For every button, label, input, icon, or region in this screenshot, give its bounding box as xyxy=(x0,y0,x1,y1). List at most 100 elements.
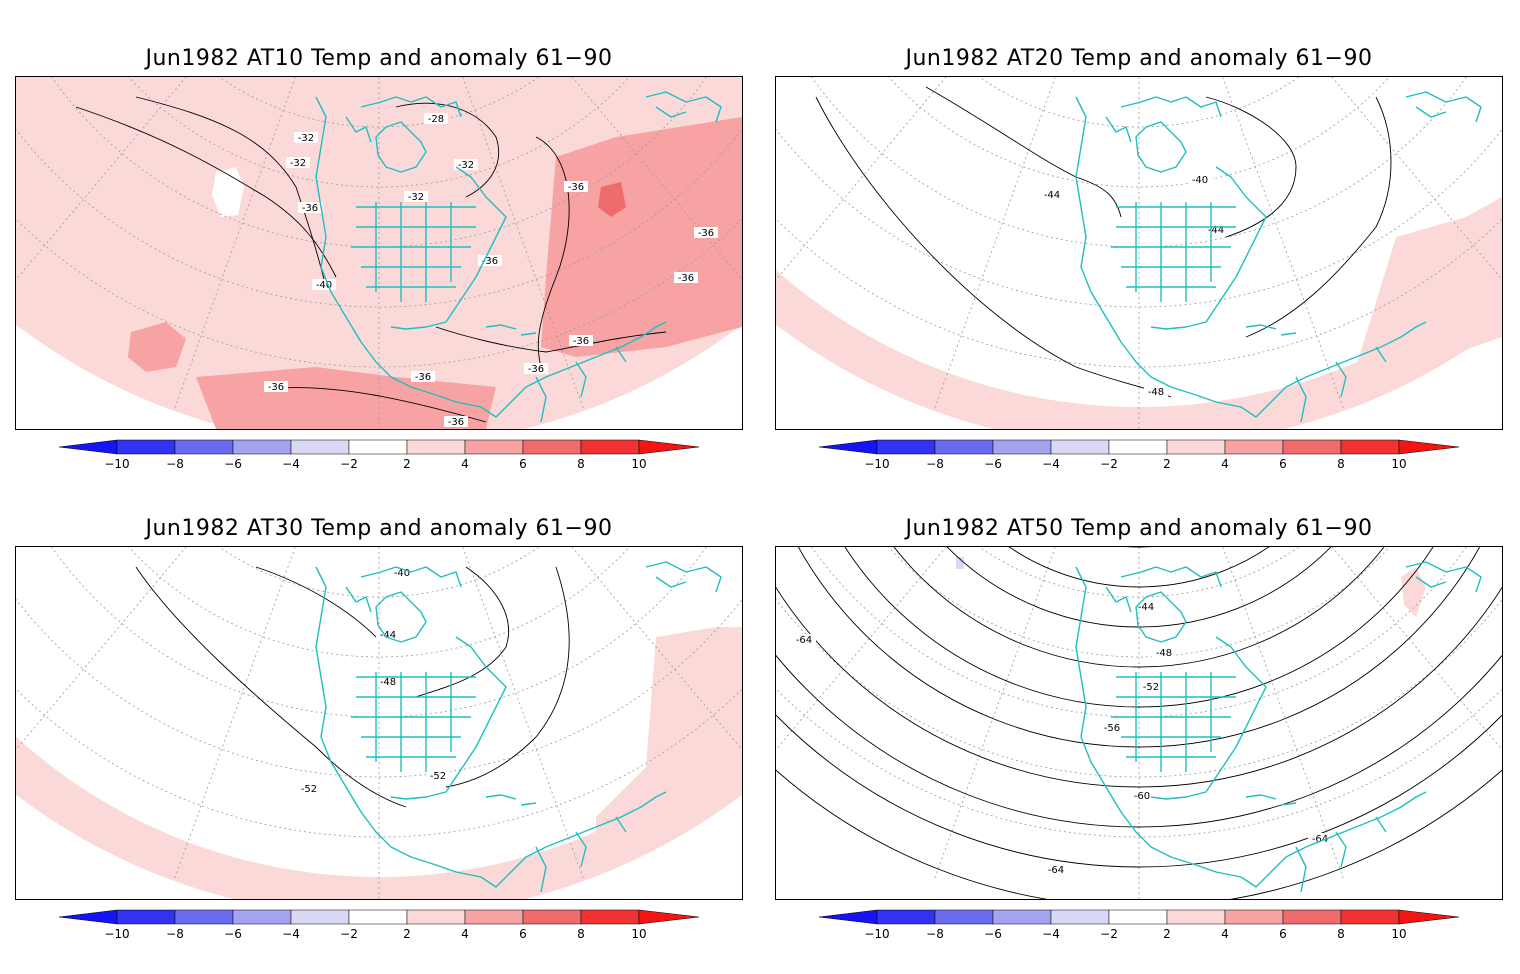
contour-line xyxy=(1008,547,1270,588)
colorbar-arrow-right xyxy=(1398,439,1459,455)
panel-title: Jun1982 AT30 Temp and anomaly 61−90 xyxy=(145,516,613,541)
coastline xyxy=(1295,376,1307,423)
coastline xyxy=(575,361,587,398)
contour-label-bg xyxy=(286,157,310,168)
contour-label: -36 xyxy=(302,203,318,214)
colorbar-segment xyxy=(934,909,994,925)
colorbar-tick-label: −4 xyxy=(1042,927,1060,941)
colorbar-segment xyxy=(1050,439,1110,455)
contour-label-bg xyxy=(674,272,698,283)
coastline xyxy=(575,831,587,868)
coastline xyxy=(520,332,537,336)
colorbar: −10 −8 −6 −4 −2 2 4 6 8 10 xyxy=(819,908,1459,948)
anomaly-region-strong xyxy=(541,117,742,357)
contour-label-bg xyxy=(390,567,414,578)
coastline xyxy=(1075,96,1267,418)
contour-line xyxy=(776,586,1502,788)
coastline xyxy=(1105,116,1132,143)
coastline xyxy=(315,566,507,888)
colorbar-tick-label: −2 xyxy=(1100,457,1118,471)
colorbar-tick-label: −8 xyxy=(926,457,944,471)
coastline xyxy=(1120,566,1222,588)
contour-line xyxy=(535,136,570,368)
coastline xyxy=(1335,361,1347,398)
contour-label: -44 xyxy=(1208,225,1224,236)
colorbar-segment xyxy=(522,909,582,925)
colorbar-segment xyxy=(406,909,466,925)
contour-label-bg xyxy=(1139,681,1163,692)
contour-label: -44 xyxy=(380,630,396,641)
map-canvas: -44 -48 -52 -56 -60 -64 -64 -64 xyxy=(776,547,1502,899)
colorbar-segment xyxy=(290,909,350,925)
coastline-group xyxy=(1075,561,1482,893)
contour-label: -32 xyxy=(458,160,474,171)
coastline xyxy=(1375,816,1387,833)
colorbar-tick-label: −10 xyxy=(864,457,889,471)
longitude-line xyxy=(1222,547,1345,881)
panel-at10: Jun1982 AT10 Temp and anomaly 61−90 -28-… xyxy=(15,44,743,504)
colorbar-segment xyxy=(174,909,234,925)
contour-label: -44 xyxy=(1138,602,1154,613)
coastline xyxy=(455,166,507,258)
colorbar-canvas: −10 −8 −6 −4 −2 2 4 6 8 10 xyxy=(819,439,1459,471)
contour-label: -40 xyxy=(316,280,332,291)
longitude-line xyxy=(933,77,1056,411)
contour-label: -48 xyxy=(380,677,396,688)
colorbar-tick-label: −6 xyxy=(984,457,1002,471)
coastline xyxy=(1245,324,1277,330)
contour-label: -64 xyxy=(1312,834,1328,845)
coastline xyxy=(375,121,427,173)
colorbar-tick-label: −4 xyxy=(282,457,300,471)
contour-label: -56 xyxy=(1104,723,1120,734)
coastline xyxy=(1245,794,1277,800)
coastline xyxy=(655,576,687,588)
contour-label: -32 xyxy=(298,133,314,144)
colorbar-segment xyxy=(934,439,994,455)
colorbar-canvas: −10 −8 −6 −4 −2 2 4 6 8 10 xyxy=(59,909,699,941)
coastline xyxy=(1135,121,1187,173)
colorbar-segment xyxy=(580,909,640,925)
colorbar-tick-label: 8 xyxy=(577,457,585,471)
contour-label: -36 xyxy=(482,256,498,267)
colorbar-tick-label: −8 xyxy=(166,927,184,941)
contour-line xyxy=(395,102,500,198)
contour-label: -44 xyxy=(1044,190,1060,201)
longitude-line xyxy=(462,77,585,411)
colorbar-segment xyxy=(1340,909,1400,925)
coastline xyxy=(505,321,667,408)
coastline xyxy=(655,106,687,118)
colorbar-tick-label: −6 xyxy=(224,927,242,941)
coastline xyxy=(520,802,537,806)
colorbar-segment xyxy=(232,439,292,455)
coastline xyxy=(645,91,722,123)
colorbar-tick-label: 6 xyxy=(519,927,527,941)
coastline xyxy=(1335,831,1347,868)
map-frame: -44 -48 -52 -56 -60 -64 -64 -64 xyxy=(775,546,1503,900)
contour-label-bg xyxy=(564,181,588,192)
colorbar-tick-label: 10 xyxy=(1391,457,1406,471)
anomaly-region-negative xyxy=(956,557,964,569)
coastline xyxy=(1280,332,1297,336)
colorbar-segment xyxy=(876,909,936,925)
contour-label-bg xyxy=(569,335,593,346)
colorbar-segment xyxy=(876,439,936,455)
colorbar-tick-label: 10 xyxy=(631,927,646,941)
longitude-line xyxy=(462,547,585,881)
coastline xyxy=(1265,321,1427,408)
colorbar-tick-label: −4 xyxy=(282,927,300,941)
contour-label: -36 xyxy=(448,417,464,428)
coastline xyxy=(505,791,667,878)
colorbar-tick-label: 10 xyxy=(1391,927,1406,941)
coastline xyxy=(535,376,547,423)
coastline xyxy=(345,586,372,613)
colorbar: −10 −8 −6 −4 −2 2 4 6 8 10 xyxy=(59,438,699,478)
coastline-group xyxy=(315,91,722,423)
anomaly-region-strongest xyxy=(598,182,626,217)
contour-line xyxy=(415,566,510,698)
colorbar-tick-label: −2 xyxy=(1100,927,1118,941)
contour-label-bg xyxy=(524,363,548,374)
colorbar-tick-label: −2 xyxy=(340,457,358,471)
coastline xyxy=(315,96,507,418)
colorbar-segment xyxy=(116,439,176,455)
contour-label: -64 xyxy=(1048,865,1064,876)
